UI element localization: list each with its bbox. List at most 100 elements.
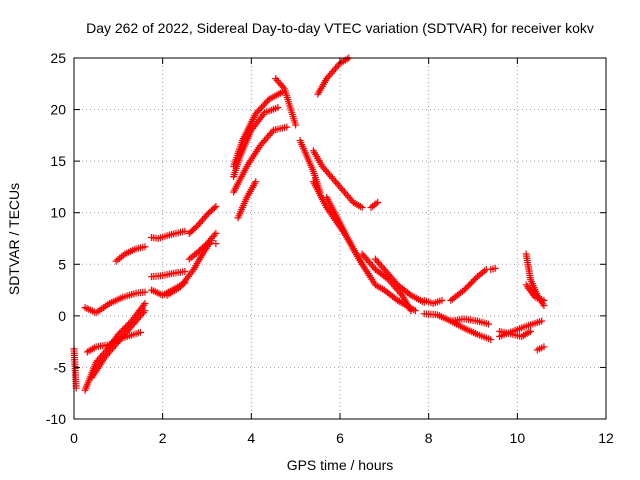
data-point [107,346,115,354]
y-tick-label: 25 [50,50,66,66]
data-point [138,310,146,318]
data-point [327,173,335,181]
data-point [196,219,204,227]
series-s23 [323,193,366,268]
data-point [485,320,493,328]
data-point [256,142,264,150]
data-point [117,334,125,342]
data-point [358,250,366,258]
data-point [367,260,375,268]
data-point [343,192,351,200]
chart-title: Day 262 of 2022, Sidereal Day-to-day VTE… [86,20,594,36]
data-point [258,140,266,148]
data-point [383,269,391,277]
data-point [256,105,264,113]
data-point [462,285,470,293]
data-point [117,327,125,335]
data-point [181,227,189,235]
data-point [336,183,344,191]
data-point [380,265,388,273]
data-point [460,286,468,294]
data-point [114,330,122,338]
data-point [262,98,270,106]
data-point [279,83,287,91]
tick-labels-layer: 0 2 4 6 8 10 12 -10 -5 0 5 10 15 20 25 [46,50,614,446]
data-point [470,276,478,284]
data-point [193,222,201,230]
data-point [135,314,143,322]
series-s11 [185,203,220,237]
data-point [370,264,378,272]
data-point [274,104,282,112]
data-point [346,195,354,203]
data-point [389,276,397,284]
data-point [320,164,328,172]
series-s20 [309,147,366,212]
data-point [324,169,332,177]
data-point [111,341,119,349]
series-s7 [148,227,189,242]
data-point [212,240,220,248]
data-point [339,186,347,194]
data-point [391,277,399,285]
data-point [330,66,338,74]
series-s18 [272,75,300,129]
series-s21 [314,54,353,98]
data-point [203,240,211,248]
data-point [119,332,127,340]
data-point [103,351,111,359]
data-point [261,100,269,108]
y-tick-label: -10 [46,411,66,427]
data-point [388,274,396,282]
data-point [332,64,340,72]
data-point [374,259,382,267]
y-tick-label: 15 [50,153,66,169]
x-axis-label: GPS time / hours [287,457,394,473]
data-point [283,123,291,131]
data-point [125,326,133,334]
x-tick-label: 2 [159,430,167,446]
data-point [202,212,210,220]
data-point [326,71,334,79]
data-point [259,102,267,110]
data-point [405,290,413,298]
data-point [264,133,272,141]
data-point [463,283,471,291]
data-point [207,235,215,242]
data-point [212,203,220,211]
data-point [539,300,547,308]
data-point [139,308,147,316]
data-point [407,307,415,315]
data-point [202,241,210,249]
series-s36 [533,343,548,354]
data-point [372,200,380,208]
data-point [329,174,337,182]
series-s28 [420,310,495,344]
data-point [141,288,149,296]
data-point [374,198,382,206]
data-point [371,255,379,263]
data-point [278,82,286,90]
data-point [137,312,144,320]
series-s27 [420,296,446,307]
data-point [358,204,366,212]
data-point [181,268,189,276]
data-point [261,137,269,145]
data-point [258,103,266,111]
data-point [194,221,202,229]
data-point [137,328,144,336]
series-s29 [447,265,490,304]
x-tick-label: 12 [598,430,614,446]
data-point [141,307,149,315]
data-point [386,272,394,280]
data-point [329,68,337,76]
data-point [527,327,535,335]
data-point [116,329,124,337]
data-point [101,353,109,361]
grid-layer [74,58,606,419]
data-point [275,78,283,86]
series-s17 [234,178,260,222]
data-point [392,279,400,287]
